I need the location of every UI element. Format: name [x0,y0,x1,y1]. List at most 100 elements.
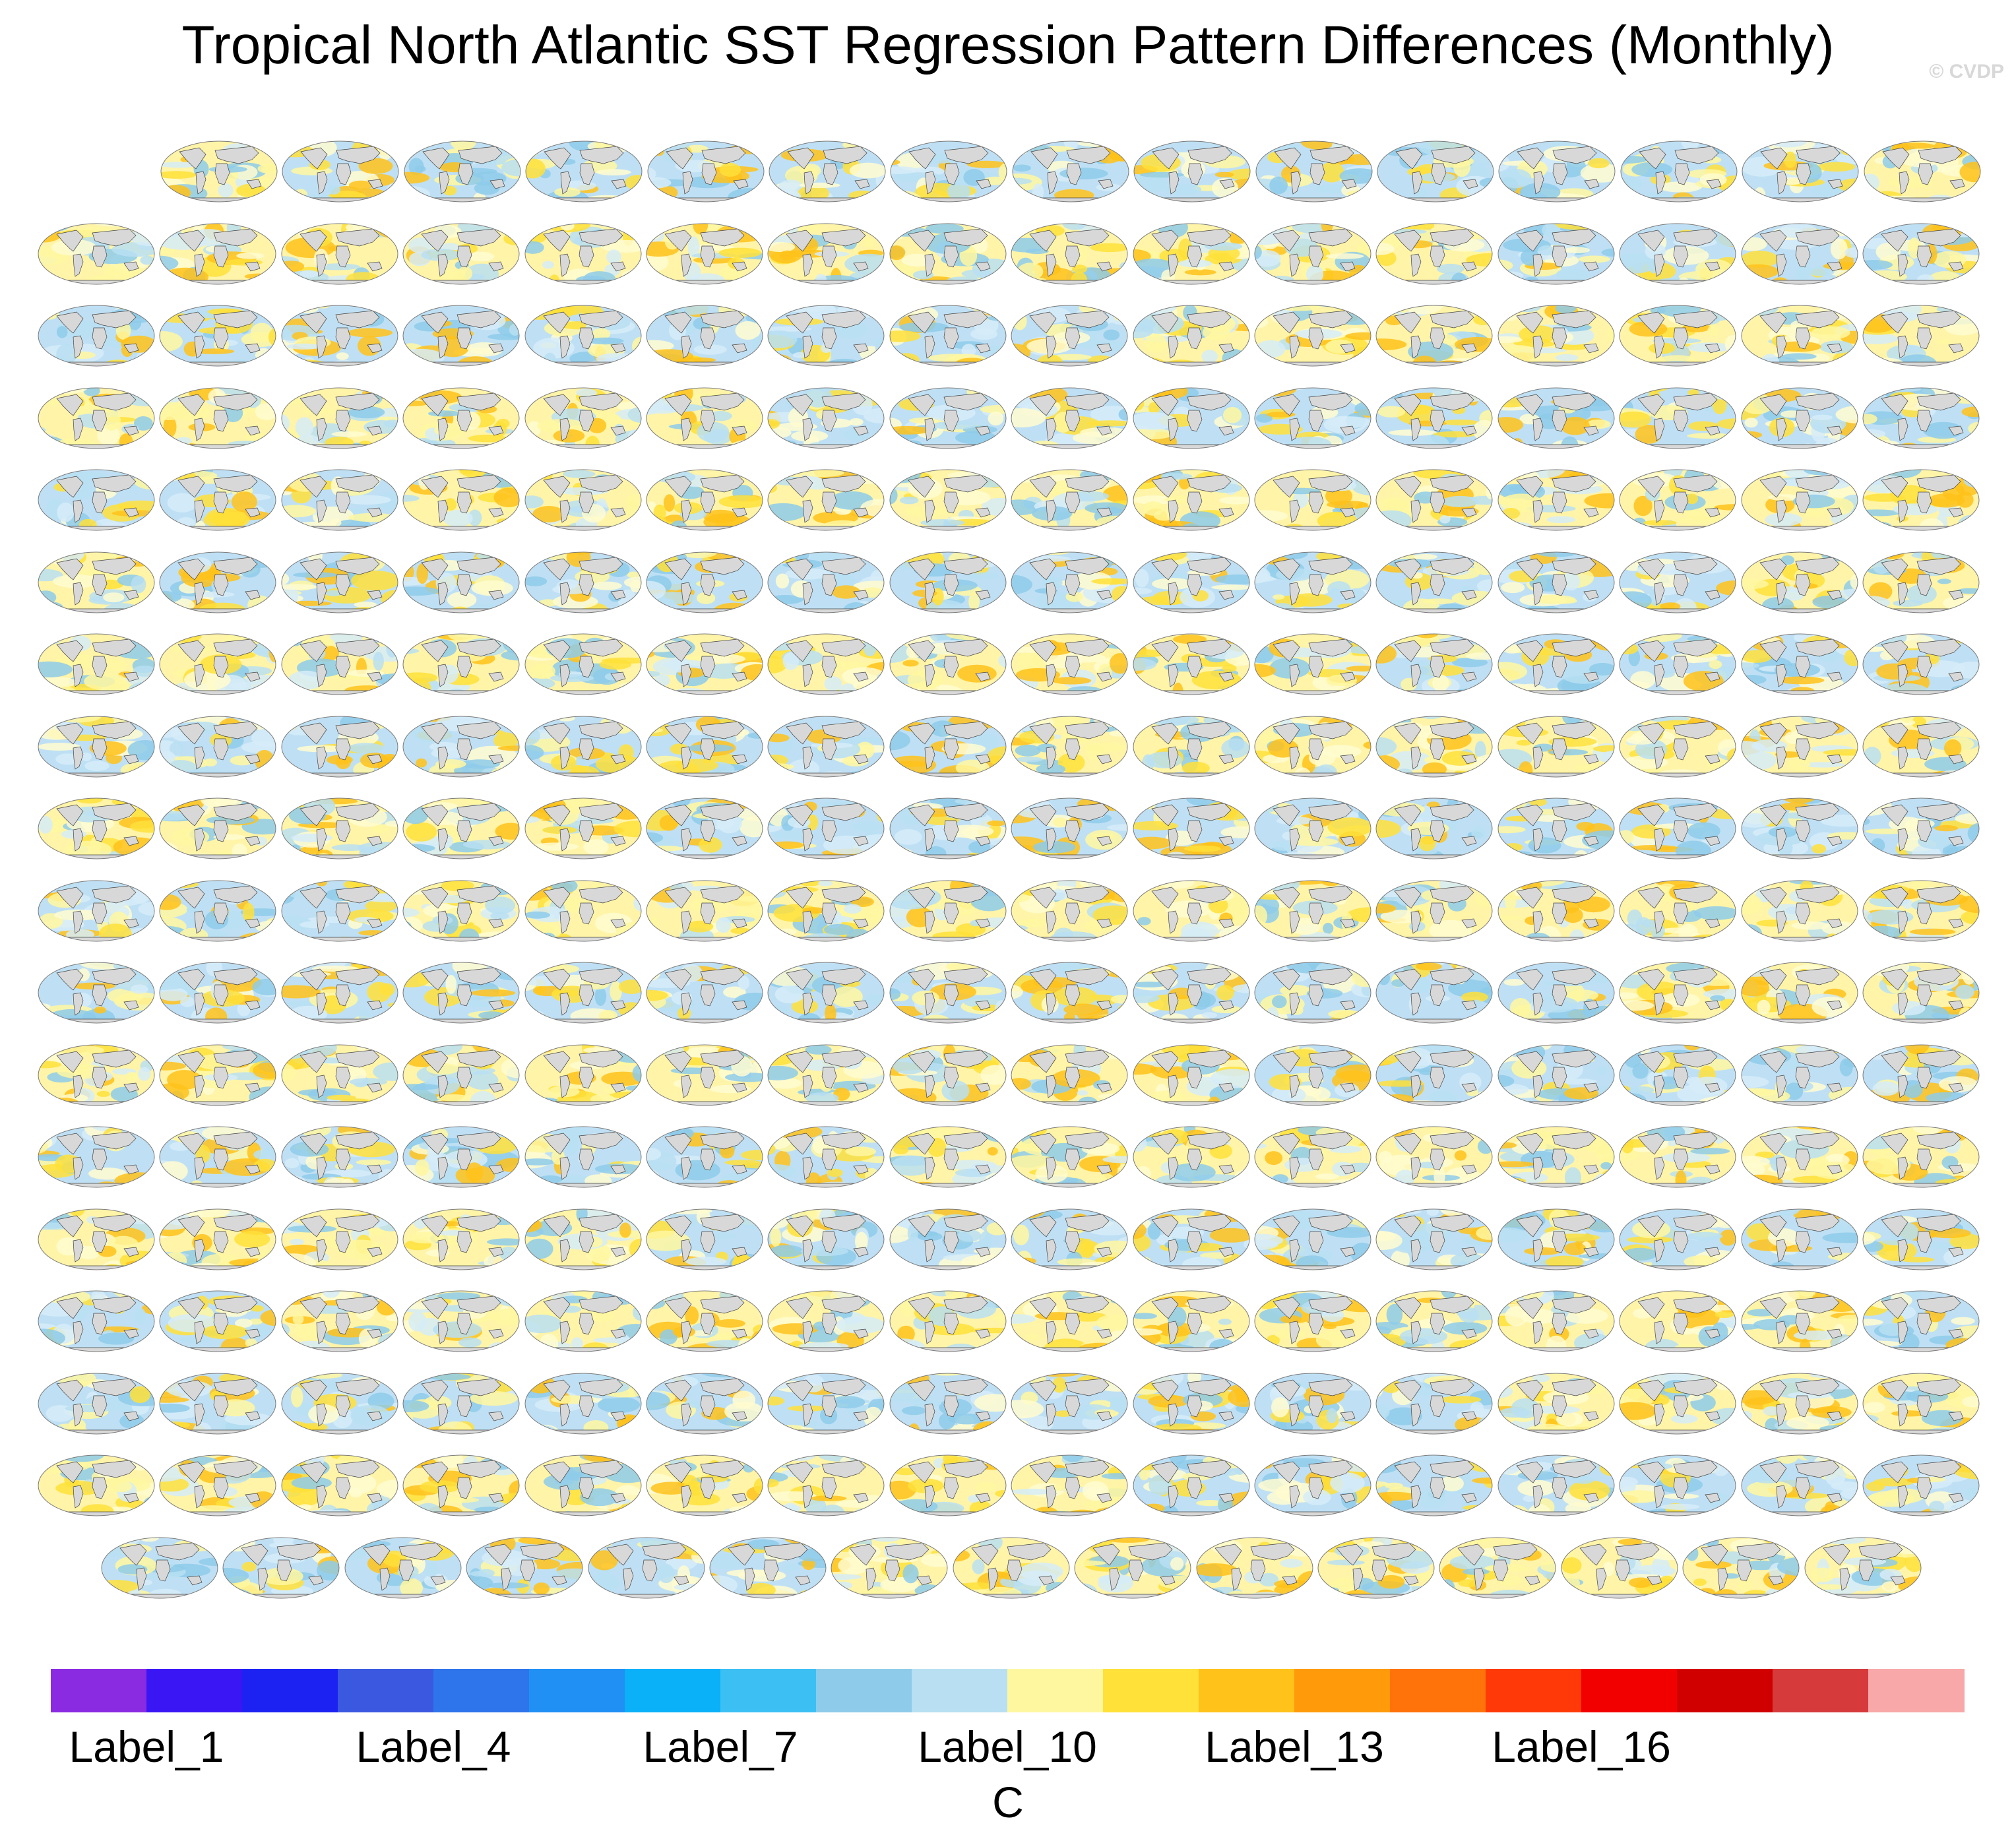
map-panel [1740,1208,1859,1271]
map-panel [1010,468,1129,532]
colorbar-box [146,1669,243,1712]
map-panel [1253,1290,1372,1353]
map-panel [524,304,643,367]
map-panel [280,468,399,532]
map-panel [1375,879,1494,943]
map-panel [1862,222,1980,286]
map-panel [1497,1044,1616,1107]
map-panel [952,1536,1071,1600]
map-panel [465,1536,584,1600]
map-panel [1497,387,1616,450]
map-panel [1132,387,1251,450]
colorbar-tick-label: Label_7 [643,1722,798,1771]
map-panel [524,1372,643,1435]
map-panel [1375,715,1494,778]
colorbar-box [912,1669,1008,1712]
map-panel [889,1044,1007,1107]
map-panel [1740,633,1859,696]
map-panel [1618,387,1737,450]
map-panel [645,304,764,367]
map-panel [158,633,277,696]
map-panel [1740,222,1859,286]
map-panel [889,715,1007,778]
map-panel [889,468,1007,532]
map-panel [889,140,1008,203]
map-panel [1376,140,1495,203]
colorbar-tick-label: Label_1 [69,1722,224,1771]
map-panel [1010,715,1129,778]
map-panel [280,1454,399,1517]
map-panel [1618,304,1737,367]
map-panel [767,468,885,532]
map-panel [1132,1125,1251,1189]
map-panel [1375,1290,1494,1353]
colorbar-box [1773,1669,1869,1712]
map-panel [645,468,764,532]
map-panel [280,961,399,1024]
map-panel [1497,797,1616,860]
map-panel [524,633,643,696]
map-panel [1010,551,1129,614]
map-panel [1740,1290,1859,1353]
map-panel [1740,797,1859,860]
map-panel [1620,140,1738,203]
map-panel [158,879,277,943]
map-panel [160,140,278,203]
map-panel [37,1125,156,1189]
map-panel [1253,715,1372,778]
map-panel [1618,551,1737,614]
colorbar-box [1294,1669,1391,1712]
colorbar-box [1103,1669,1199,1712]
map-panel [1010,633,1129,696]
map-panel [37,1208,156,1271]
map-panel [1740,1372,1859,1435]
map-panel [1132,304,1251,367]
map-panel [158,304,277,367]
map-panel [1618,797,1737,860]
map-panel [1375,1125,1494,1189]
map-panel [1497,879,1616,943]
map-panel [1862,304,1980,367]
map-panel [1862,468,1980,532]
map-panel [402,304,520,367]
map-panel [37,387,156,450]
watermark: © CVDP [1929,61,2004,82]
map-panel [280,1290,399,1353]
map-panel [1740,387,1859,450]
map-panel [645,1125,764,1189]
map-panel [1618,468,1737,532]
colorbar [51,1669,1965,1712]
map-panel [1253,222,1372,286]
map-panel [1253,1208,1372,1271]
map-panel [767,1372,885,1435]
map-panel [1132,1208,1251,1271]
map-panel [280,715,399,778]
map-panel [645,715,764,778]
map-panel [1073,1536,1192,1600]
map-panel [524,1208,643,1271]
map-panel [1375,387,1494,450]
map-panel [280,879,399,943]
map-panel [889,961,1007,1024]
map-panel [645,551,764,614]
map-panel [889,1290,1007,1353]
map-panel [158,387,277,450]
map-panel [1317,1536,1435,1600]
map-panel [1132,1290,1251,1353]
map-panel [1010,1044,1129,1107]
map-panel [1253,961,1372,1024]
map-panel [1618,222,1737,286]
map-panel [158,1125,277,1189]
map-panel [280,551,399,614]
map-panel [1497,468,1616,532]
colorbar-tick-label: Label_13 [1205,1722,1384,1771]
map-panel [1253,797,1372,860]
map-panel [524,1290,643,1353]
map-panel [768,140,887,203]
map-panel [524,715,643,778]
map-panel [889,633,1007,696]
map-panel [1010,879,1129,943]
map-panel [1862,797,1980,860]
map-panel [1010,797,1129,860]
map-panel [1618,1372,1737,1435]
